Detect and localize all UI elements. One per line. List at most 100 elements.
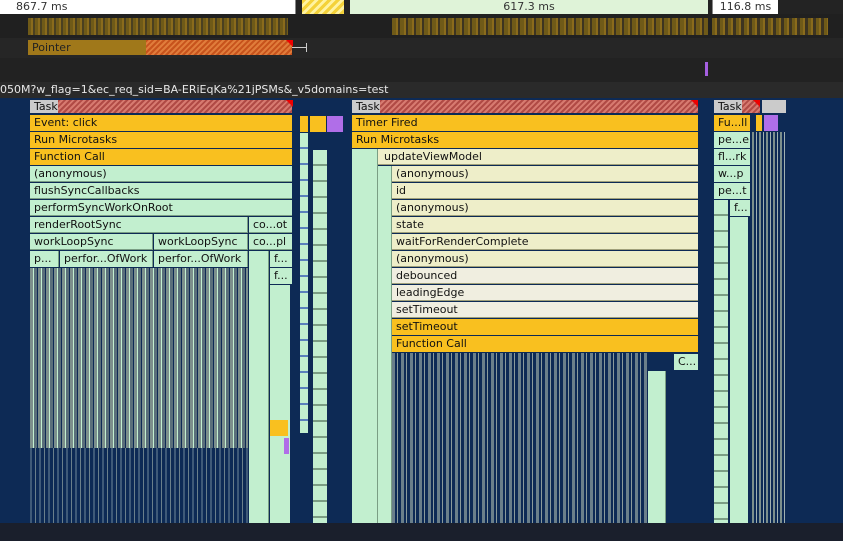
long-task-marker-mid	[691, 100, 698, 107]
task-bar-mid[interactable]: Task	[352, 100, 380, 113]
set-timeout-bar-2[interactable]: setTimeout	[392, 319, 698, 335]
run-microtasks-bar-mid[interactable]: Run Microtasks	[352, 132, 698, 148]
timing-label-3: 116.8 ms	[719, 0, 772, 13]
right-orange-bar	[756, 115, 762, 131]
gap-bar-a	[300, 116, 308, 132]
w-p-bar[interactable]: w...p	[714, 166, 750, 182]
task-label: Task	[356, 100, 380, 113]
interaction-whisker	[292, 47, 306, 48]
update-view-model-label: updateViewModel	[384, 150, 482, 163]
mid-left-green-col	[352, 149, 378, 523]
network-request-url[interactable]: 050M?w_flag=1&ec_req_sid=BA-ERiEqKa%21jP…	[0, 83, 389, 96]
event-click-bar[interactable]: Event: click	[30, 115, 292, 131]
pe-t-bar[interactable]: pe...t	[714, 183, 750, 199]
side-function-label: f...	[274, 269, 288, 282]
long-interaction-marker	[286, 40, 293, 47]
anonymous-label: (anonymous)	[396, 167, 469, 180]
perform-unit-label: p...	[34, 252, 52, 265]
state-label: state	[396, 218, 424, 231]
perform-unit-bar-b[interactable]: perfor...OfWork	[154, 251, 248, 267]
task-long-hatch-left	[58, 100, 292, 113]
perform-unit-bar-p[interactable]: p...	[30, 251, 59, 267]
side-function-bar-1[interactable]: f...	[270, 251, 292, 267]
long-task-marker-right	[753, 100, 760, 107]
anonymous-bar-left[interactable]: (anonymous)	[30, 166, 292, 182]
perform-unit-label: perfor...OfWork	[158, 252, 242, 265]
debounced-bar[interactable]: debounced	[392, 268, 698, 284]
fl-rk-bar[interactable]: fl...rk	[714, 149, 750, 165]
timer-fired-label: Timer Fired	[356, 116, 418, 129]
leading-edge-label: leadingEdge	[396, 286, 465, 299]
perform-unit-bar-a[interactable]: perfor...OfWork	[60, 251, 153, 267]
pe-e-bar[interactable]: pe...e	[714, 132, 750, 148]
anonymous-bar-mid-3[interactable]: (anonymous)	[392, 251, 698, 267]
perform-sync-root-bar[interactable]: performSyncWorkOnRoot	[30, 200, 292, 216]
bottom-scrollbar-area	[0, 523, 843, 541]
w-p-label: w...p	[718, 167, 744, 180]
interaction-pointer[interactable]: Pointer	[28, 40, 146, 55]
side-c-label: C...	[678, 355, 697, 368]
work-loop-sync-label: workLoopSync	[34, 235, 114, 248]
left-lower-stack-2	[30, 448, 248, 523]
timing-stripe-block[interactable]	[302, 0, 344, 14]
id-bar[interactable]: id	[392, 183, 698, 199]
purple-marker[interactable]	[705, 62, 708, 76]
anonymous-bar-mid-1[interactable]: (anonymous)	[392, 166, 698, 182]
work-loop-sync-bar-a[interactable]: workLoopSync	[30, 234, 153, 250]
flame-mid: Task Timer Fired Run Microtasks updateVi…	[350, 98, 705, 523]
set-timeout-bar-1[interactable]: setTimeout	[392, 302, 698, 318]
side-function-bar-2[interactable]: f...	[270, 268, 292, 284]
function-call-bar-left[interactable]: Function Call	[30, 149, 292, 165]
side-c-bar[interactable]: C...	[674, 354, 698, 370]
run-microtasks-bar-left[interactable]: Run Microtasks	[30, 132, 292, 148]
timing-segment-2[interactable]: 617.3 ms	[350, 0, 708, 14]
timing-segment-3[interactable]: 116.8 ms	[712, 0, 778, 14]
work-loop-sync-bar-b[interactable]: workLoopSync	[154, 234, 248, 250]
anonymous-label: (anonymous)	[396, 201, 469, 214]
flush-sync-bar[interactable]: flushSyncCallbacks	[30, 183, 292, 199]
perform-unit-label: perfor...OfWork	[64, 252, 148, 265]
frames-strip-left	[28, 18, 288, 35]
wait-for-render-bar[interactable]: waitForRenderComplete	[392, 234, 698, 250]
timing-label-1: 867.7 ms	[16, 0, 68, 13]
task-bar-right-2	[762, 100, 786, 113]
interaction-whisker-cap	[306, 43, 307, 52]
function-call-label: Function Call	[396, 337, 467, 350]
right-purple-bar	[764, 115, 778, 131]
debounced-label: debounced	[396, 269, 458, 282]
leading-edge-bar[interactable]: leadingEdge	[392, 285, 698, 301]
timing-segment-1[interactable]: 867.7 ms	[0, 0, 296, 14]
fu-bar[interactable]: Fu...ll	[714, 115, 750, 131]
interaction-pointer-delay[interactable]	[146, 40, 292, 55]
f-dot-label: f...	[734, 201, 748, 214]
render-root-sync-bar[interactable]: renderRootSync	[30, 217, 248, 233]
task-long-hatch-mid	[380, 100, 698, 113]
gap-col-b	[300, 133, 308, 433]
f-dot-bar[interactable]: f...	[730, 200, 750, 216]
left-lower-stack	[30, 268, 248, 448]
task-bar-right[interactable]: Task	[714, 100, 742, 113]
update-view-model-bar[interactable]: updateViewModel	[378, 149, 698, 165]
flush-sync-label: flushSyncCallbacks	[34, 184, 140, 197]
gap-bar-purple	[327, 116, 343, 132]
id-label: id	[396, 184, 407, 197]
side-function-label: f...	[274, 252, 288, 265]
mid-second-green-col	[378, 166, 392, 523]
event-click-label: Event: click	[34, 116, 98, 129]
frames-strip-mid	[392, 18, 708, 35]
timeline-track	[0, 58, 843, 82]
set-timeout-label: setTimeout	[396, 303, 458, 316]
commit-passive-label: co...pl	[253, 235, 287, 248]
right-gray-stack	[752, 132, 786, 523]
commit-passive-bar[interactable]: co...pl	[249, 234, 292, 250]
run-microtasks-label: Run Microtasks	[34, 133, 118, 146]
anonymous-bar-mid-2[interactable]: (anonymous)	[392, 200, 698, 216]
flame-right: Task Fu...ll pe...e fl...rk w...p pe...t…	[712, 98, 843, 523]
state-bar[interactable]: state	[392, 217, 698, 233]
timer-fired-bar[interactable]: Timer Fired	[352, 115, 698, 131]
function-call-label: Function Call	[34, 150, 105, 163]
function-call-bar-mid[interactable]: Function Call	[392, 336, 698, 352]
commit-root-bar[interactable]: co...ot	[249, 217, 292, 233]
task-bar-left[interactable]: Task	[30, 100, 58, 113]
anonymous-label: (anonymous)	[396, 252, 469, 265]
